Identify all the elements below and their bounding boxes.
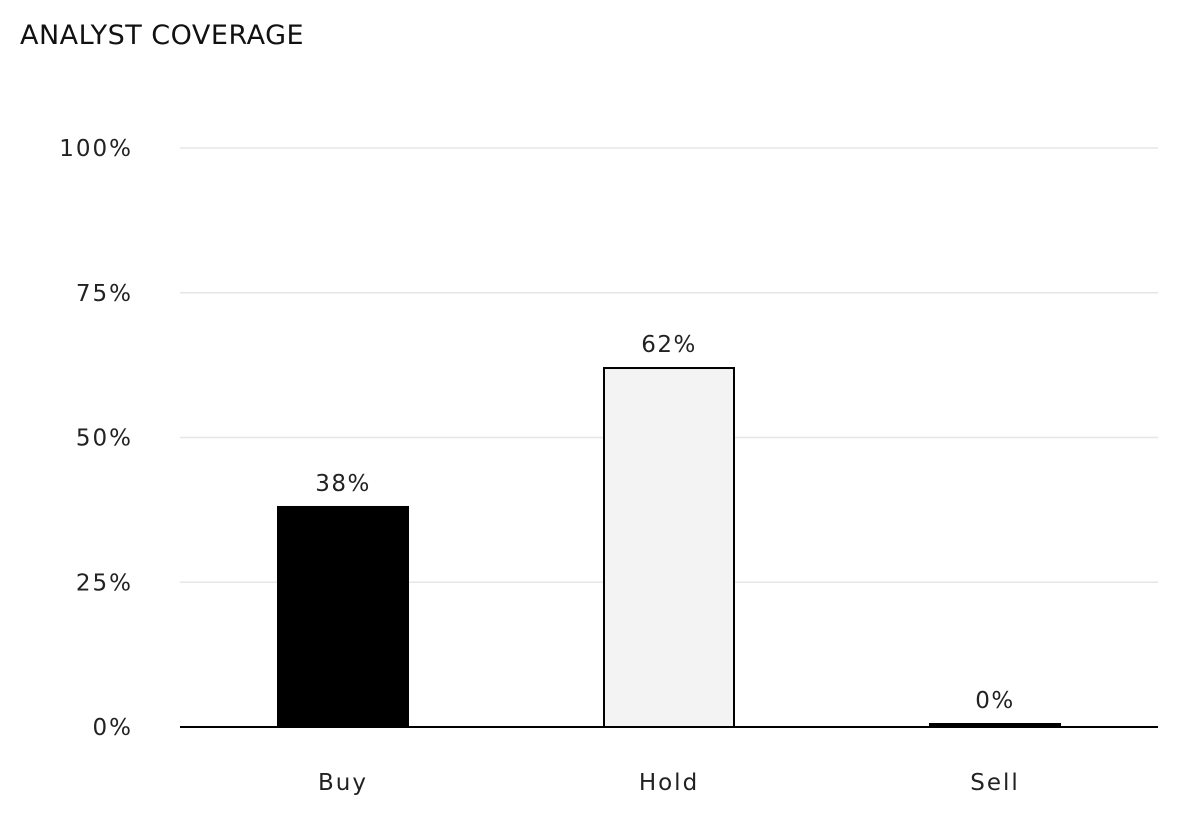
y-axis-ticks: 0% 25% 50% 75% 100% — [59, 136, 134, 741]
data-label-sell: 0% — [975, 688, 1015, 714]
y-tick-label: 0% — [93, 715, 134, 741]
bars — [277, 367, 1061, 729]
x-tick-label-buy: Buy — [318, 770, 368, 796]
x-tick-label-hold: Hold — [639, 770, 699, 796]
data-labels: 38% 62% 0% — [315, 332, 1015, 714]
y-tick-label: 25% — [76, 570, 133, 596]
y-tick-label: 100% — [59, 136, 133, 162]
chart-title: ANALYST COVERAGE — [20, 20, 305, 51]
y-tick-label: 50% — [76, 426, 133, 452]
data-label-buy: 38% — [315, 471, 371, 497]
bar-buy — [277, 505, 409, 729]
data-label-hold: 62% — [641, 332, 697, 358]
y-tick-label: 75% — [76, 281, 133, 307]
x-axis-ticks: Buy Hold Sell — [318, 770, 1020, 796]
bar-hold — [603, 367, 735, 728]
x-tick-label-sell: Sell — [970, 770, 1020, 796]
